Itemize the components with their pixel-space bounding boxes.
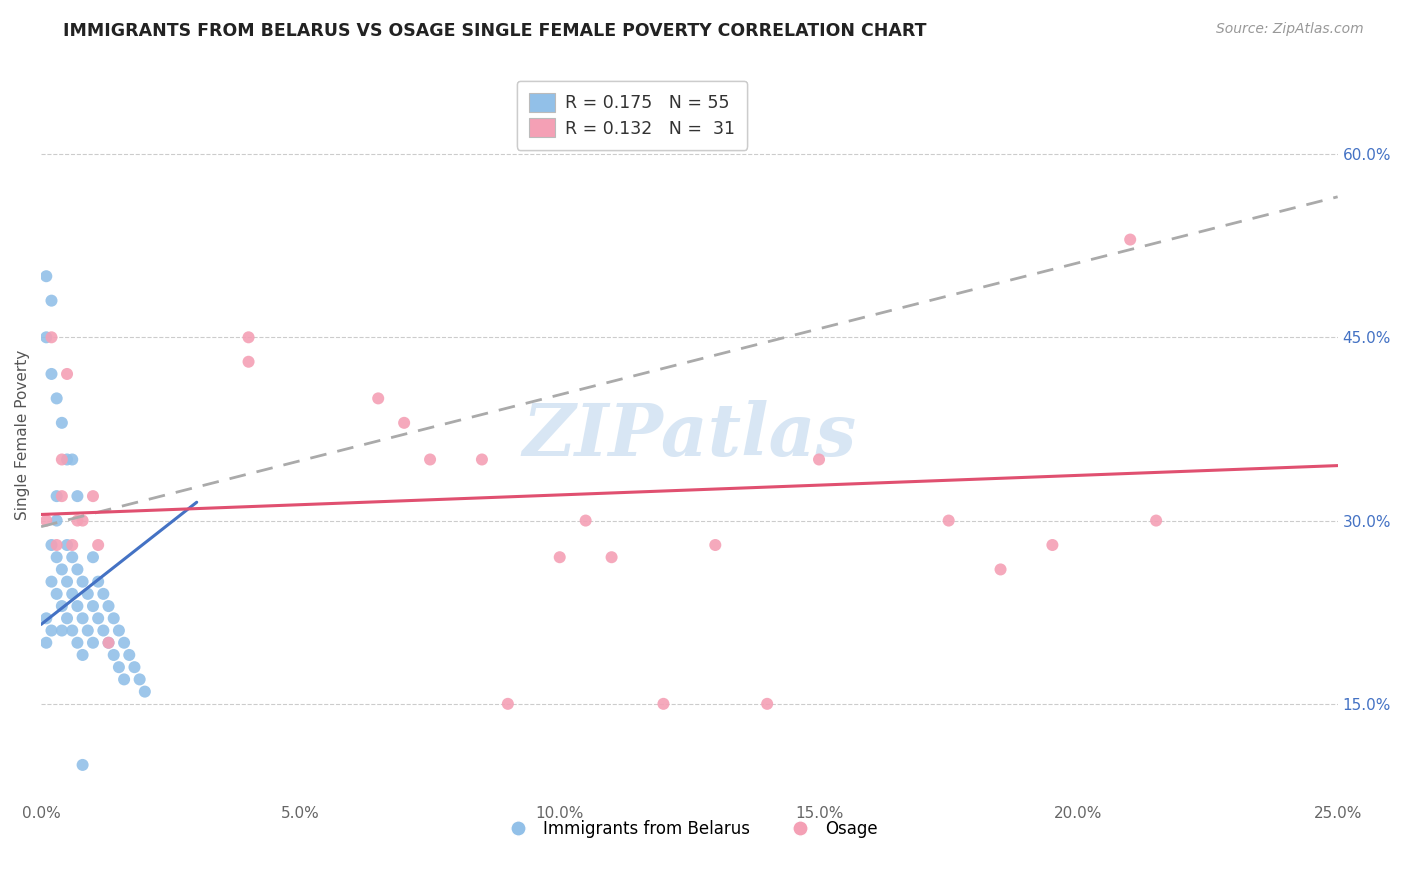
Point (72, 611, 94, 625)
Point (72, 648, 94, 662)
Point (60, 452, 83, 467)
Point (704, 538, 727, 552)
Point (103, 611, 125, 625)
Point (87, 538, 110, 552)
Point (56, 452, 79, 467)
Point (367, 392, 389, 406)
Point (82, 489, 104, 503)
Point (41, 367, 63, 381)
Point (45, 489, 67, 503)
Point (97, 599, 120, 613)
Point (652, 697, 675, 711)
Point (134, 684, 156, 698)
Point (56, 574, 79, 589)
Point (87, 611, 110, 625)
Point (60, 624, 83, 638)
Point (66, 562, 89, 576)
Y-axis label: Single Female Poverty: Single Female Poverty (15, 350, 30, 520)
Point (41, 624, 63, 638)
Point (76, 624, 98, 638)
Point (118, 648, 141, 662)
Point (60, 538, 83, 552)
Point (72, 514, 94, 528)
Point (756, 697, 779, 711)
Point (45, 550, 67, 565)
Point (56, 367, 79, 381)
Point (72, 758, 94, 772)
Point (87, 574, 110, 589)
Point (990, 562, 1012, 576)
Point (108, 660, 131, 674)
Point (72, 574, 94, 589)
Point (66, 489, 89, 503)
Point (35, 514, 58, 528)
Point (35, 330, 58, 344)
Point (82, 550, 104, 565)
Point (124, 660, 146, 674)
Point (808, 452, 831, 467)
Point (51, 489, 73, 503)
Point (56, 611, 79, 625)
Point (575, 514, 598, 528)
Point (938, 514, 960, 528)
Point (93, 587, 115, 601)
Point (45, 587, 67, 601)
Point (238, 355, 260, 369)
Point (51, 452, 73, 467)
Point (496, 697, 519, 711)
Point (548, 550, 571, 565)
Point (112, 673, 135, 687)
Point (51, 562, 73, 576)
Point (238, 330, 260, 344)
Point (51, 624, 73, 638)
Point (97, 636, 120, 650)
Point (66, 636, 89, 650)
Text: Source: ZipAtlas.com: Source: ZipAtlas.com (1216, 22, 1364, 37)
Point (51, 599, 73, 613)
Point (93, 624, 115, 638)
Point (108, 624, 131, 638)
Point (1119, 233, 1142, 247)
Point (60, 587, 83, 601)
Point (82, 599, 104, 613)
Point (76, 587, 98, 601)
Point (1144, 514, 1167, 528)
Point (419, 452, 441, 467)
Point (1042, 538, 1064, 552)
Point (41, 538, 63, 552)
Point (56, 538, 79, 552)
Point (41, 293, 63, 308)
Text: IMMIGRANTS FROM BELARUS VS OSAGE SINGLE FEMALE POVERTY CORRELATION CHART: IMMIGRANTS FROM BELARUS VS OSAGE SINGLE … (63, 22, 927, 40)
Point (471, 452, 494, 467)
Legend: Immigrants from Belarus, Osage: Immigrants from Belarus, Osage (495, 814, 884, 845)
Point (66, 514, 89, 528)
Point (128, 673, 150, 687)
Point (392, 416, 415, 430)
Text: ZIPatlas: ZIPatlas (522, 400, 856, 471)
Point (45, 392, 67, 406)
Point (60, 550, 83, 565)
Point (41, 574, 63, 589)
Point (66, 599, 89, 613)
Point (45, 538, 67, 552)
Point (45, 514, 67, 528)
Point (35, 269, 58, 284)
Point (103, 648, 125, 662)
Point (51, 416, 73, 430)
Point (41, 330, 63, 344)
Point (35, 636, 58, 650)
Point (35, 611, 58, 625)
Point (112, 636, 135, 650)
Point (600, 550, 623, 565)
Point (97, 636, 120, 650)
Point (82, 636, 104, 650)
